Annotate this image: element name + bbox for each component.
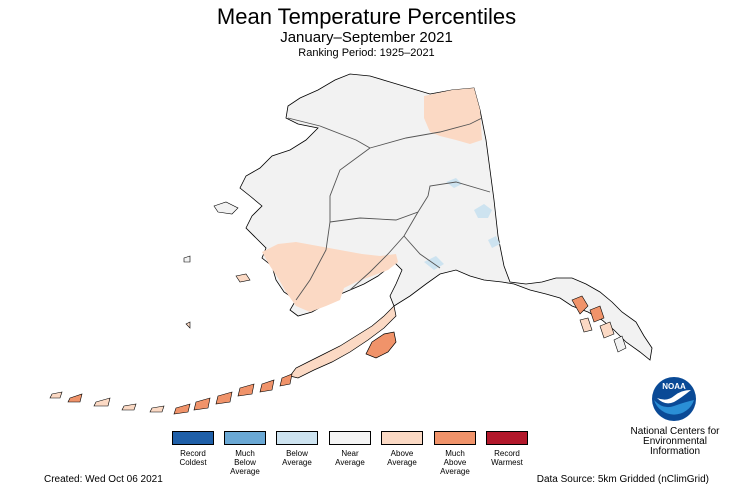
panhandle-islands	[571, 295, 627, 353]
climate-division-lines	[287, 117, 491, 301]
legend-item-below-average: Below Average	[272, 431, 322, 467]
svg-text:NOAA: NOAA	[662, 382, 686, 391]
legend-item-above-average: Above Average	[377, 431, 427, 467]
legend-swatch	[172, 431, 214, 445]
legend-label: Below Average	[282, 449, 312, 467]
legend-swatch	[329, 431, 371, 445]
data-source: Data Source: 5km Gridded (nClimGrid)	[536, 474, 709, 485]
map-title: Mean Temperature Percentiles	[216, 4, 517, 29]
kodiak-island	[365, 331, 397, 359]
above-average-west	[262, 242, 398, 312]
legend-item-near-average: Near Average	[325, 431, 375, 467]
legend-label: Much Above Average	[440, 449, 470, 476]
legend-swatch	[486, 431, 528, 445]
legend-item-much-below-average: Much Below Average	[220, 431, 270, 476]
below-average-patch-4	[424, 256, 444, 270]
legend-item-record-coldest: Record Coldest	[168, 431, 218, 467]
legend-label: Record Coldest	[179, 449, 207, 467]
legend-swatch	[434, 431, 476, 445]
bering-islands	[183, 201, 251, 329]
above-average-northeast	[424, 88, 482, 144]
ranking-period: Ranking Period: 1925–2021	[298, 47, 435, 59]
legend-swatch	[381, 431, 423, 445]
created-date: Created: Wed Oct 06 2021	[44, 474, 163, 485]
legend-label: Much Below Average	[230, 449, 260, 476]
legend-item-record-warmest: Record Warmest	[482, 431, 532, 467]
aleutian-islands	[49, 373, 293, 415]
legend-label: Record Warmest	[491, 449, 523, 467]
legend-swatch	[224, 431, 266, 445]
below-average-patch-1	[474, 204, 492, 218]
noaa-logo: NOAA	[652, 377, 696, 421]
below-average-patch-2	[446, 178, 462, 188]
below-average-patch-3	[488, 236, 500, 248]
legend-label: Near Average	[335, 449, 365, 467]
legend-swatch	[276, 431, 318, 445]
legend-item-much-above-average: Much Above Average	[430, 431, 480, 476]
organization-name: National Centers for Environmental Infor…	[630, 426, 720, 457]
legend-label: Above Average	[387, 449, 417, 467]
legend: Record Coldest Much Below Average Below …	[168, 431, 534, 479]
map-subtitle: January–September 2021	[280, 29, 453, 46]
